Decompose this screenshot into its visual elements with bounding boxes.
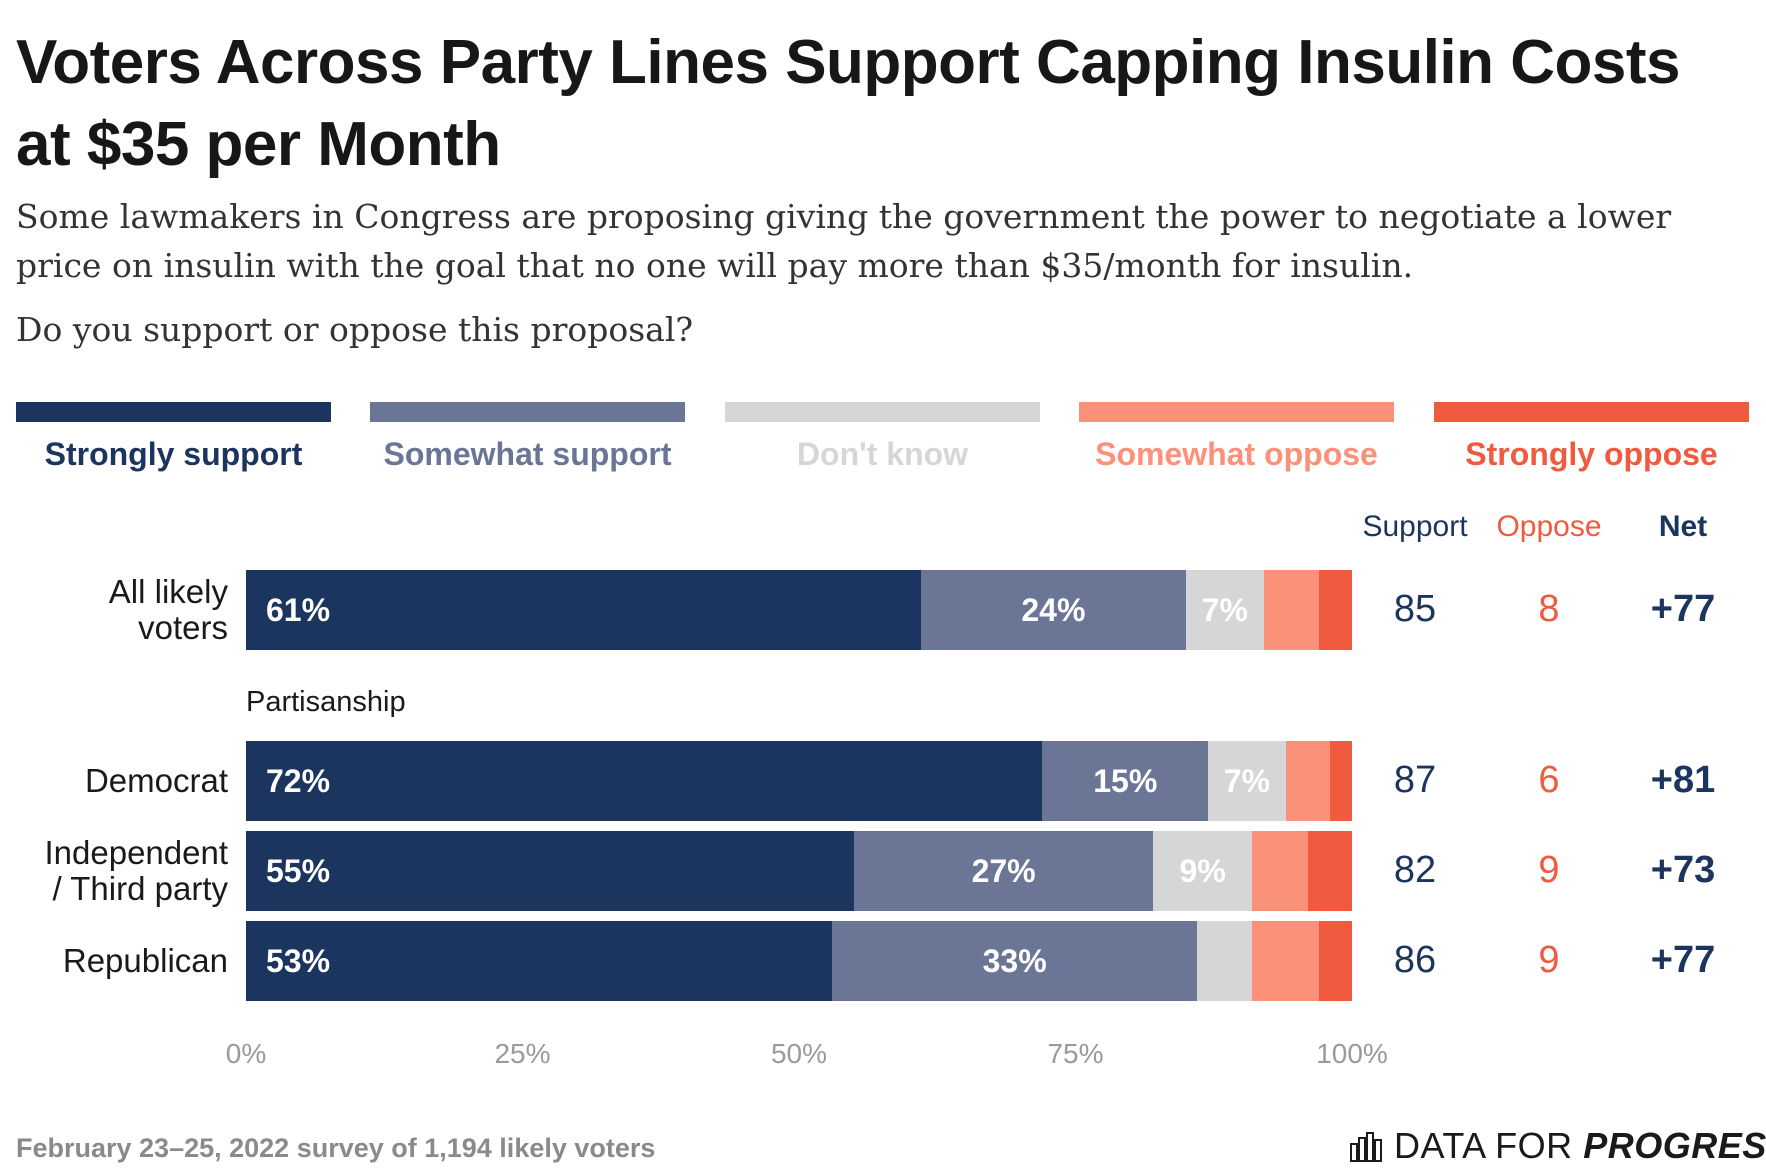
segment-value-label: 61% [266, 592, 331, 628]
bar-segment [1318, 921, 1352, 1001]
legend-item-strongly-oppose: Strongly oppose [1434, 402, 1749, 473]
segment-value-label: 9% [1179, 853, 1226, 889]
bar-segment [1252, 831, 1308, 911]
segment-value-label: 55% [266, 853, 331, 889]
row-label-line: Independent [44, 834, 228, 871]
chart-subtitle: Some lawmakers in Congress are proposing… [16, 197, 1672, 285]
logo-text-plain: DATA FOR [1394, 1125, 1573, 1166]
bar-segment [1252, 921, 1319, 1001]
bar-segment [920, 570, 1187, 650]
row-label-line: All likely [108, 573, 228, 610]
survey-footnote: February 23–25, 2022 survey of 1,194 lik… [16, 1133, 656, 1163]
row-label: Democrat [0, 763, 228, 799]
oppose-value: 9 [1538, 939, 1560, 981]
support-value: 86 [1393, 939, 1437, 981]
segment-value-label: 7% [1201, 592, 1248, 628]
legend-swatch [1079, 402, 1394, 422]
bar-segment [246, 570, 921, 650]
legend-label: Somewhat oppose [1095, 436, 1378, 472]
support-value: 82 [1393, 849, 1437, 891]
bar-row: 55% 27% 9% [246, 831, 1352, 911]
bar-segment [1186, 570, 1264, 650]
legend-swatch [16, 402, 331, 422]
row-label-line: Republican [62, 942, 228, 979]
row-label-line: Democrat [84, 762, 228, 799]
bar-chart-logo-icon [1350, 1132, 1382, 1162]
bar-segment [1042, 741, 1209, 821]
column-header-support: Support [1362, 510, 1468, 543]
support-value: 87 [1393, 759, 1437, 801]
bar-segment [1307, 831, 1352, 911]
net-value: +81 [1650, 759, 1716, 801]
data-for-progress-logo: DATA FOR PROGRESS [1350, 1124, 1766, 1168]
bar-row: 61% 24% 7% [246, 570, 1352, 650]
row-label-line: / Third party [52, 870, 228, 907]
survey-question: Do you support or oppose this proposal? [16, 310, 694, 349]
row-label: All likely voters [0, 574, 228, 646]
oppose-value: 6 [1538, 759, 1560, 801]
segment-value-label: 72% [266, 763, 331, 799]
bar-segment [854, 831, 1153, 911]
bar-segment [246, 741, 1043, 821]
legend-label: Strongly support [44, 436, 303, 472]
segment-value-label: 15% [1093, 763, 1158, 799]
segment-value-label: 24% [1021, 592, 1086, 628]
oppose-value: 8 [1538, 588, 1560, 630]
bar-segment [1152, 831, 1253, 911]
bar-segment [832, 921, 1198, 1001]
oppose-value: 9 [1538, 849, 1560, 891]
bar-segment [1318, 570, 1352, 650]
net-value: +77 [1650, 588, 1716, 630]
section-label-partisanship: Partisanship [246, 686, 406, 718]
row-label-line: voters [138, 609, 228, 646]
legend-swatch [725, 402, 1040, 422]
bar-segment [1329, 741, 1352, 821]
column-header-net: Net [1658, 510, 1708, 543]
column-header-oppose: Oppose [1496, 510, 1602, 543]
logo-text-bold: PROGRESS [1583, 1125, 1766, 1166]
row-label: Republican [0, 943, 228, 979]
logo-wordmark: DATA FOR PROGRESS [1394, 1125, 1766, 1167]
legend-swatch [370, 402, 685, 422]
support-value: 85 [1393, 588, 1437, 630]
x-tick-label: 75% [1047, 1038, 1104, 1069]
segment-value-label: 27% [971, 853, 1036, 889]
segment-value-label: 53% [266, 943, 331, 979]
legend-item-strongly-support: Strongly support [16, 402, 331, 473]
bar-segment [1263, 570, 1319, 650]
legend-swatch [1434, 402, 1749, 422]
bar-row: 72% 15% 7% [246, 741, 1352, 821]
bar-segment [246, 831, 855, 911]
bar-segment [246, 921, 833, 1001]
bar-segment [1285, 741, 1330, 821]
x-tick-label: 25% [494, 1038, 551, 1069]
net-value: +77 [1650, 939, 1716, 981]
x-tick-label: 0% [225, 1038, 267, 1069]
bar-segment [1197, 921, 1253, 1001]
bar-segment [1208, 741, 1286, 821]
bar-row: 53% 33% [246, 921, 1352, 1001]
row-label: Independent / Third party [0, 835, 228, 907]
x-tick-label: 100% [1316, 1038, 1388, 1069]
net-value: +73 [1650, 849, 1716, 891]
segment-value-label: 7% [1223, 763, 1271, 799]
legend-item-don-t-know: Don't know [725, 402, 1040, 473]
legend-label: Don't know [796, 436, 969, 472]
legend-item-somewhat-support: Somewhat support [370, 402, 685, 473]
legend-label: Strongly oppose [1465, 436, 1718, 472]
legend-item-somewhat-oppose: Somewhat oppose [1079, 402, 1394, 473]
legend-label: Somewhat support [383, 436, 672, 472]
chart-title: Voters Across Party Lines Support Cappin… [16, 28, 1681, 179]
segment-value-label: 33% [982, 943, 1047, 979]
x-tick-label: 50% [770, 1038, 828, 1069]
